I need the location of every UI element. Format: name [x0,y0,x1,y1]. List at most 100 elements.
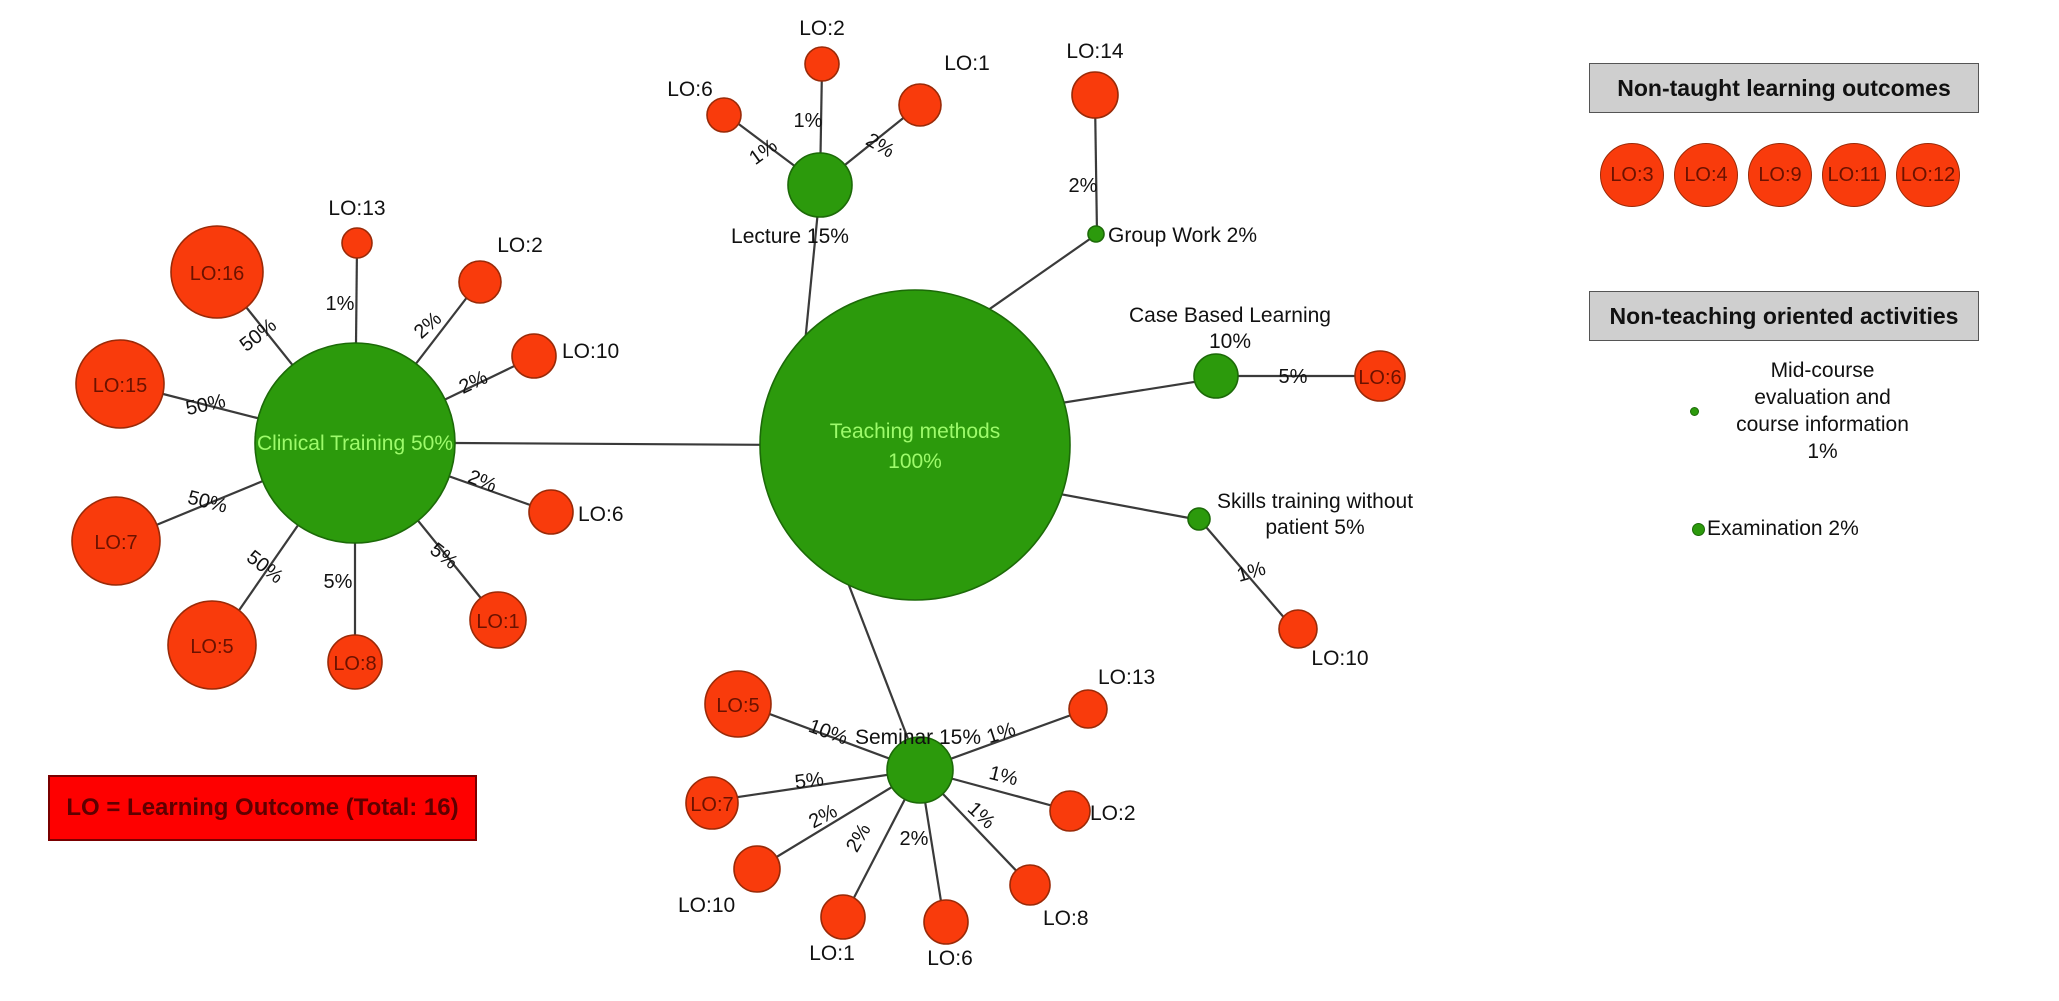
midcourse-dot-icon [1690,407,1699,417]
node-lo1-lecture[interactable] [898,83,942,127]
node-lo6-lecture[interactable] [706,97,742,133]
node-lo13-seminar[interactable] [1068,689,1108,729]
pct-skills-lo10: 1% [1234,558,1268,587]
pct-seminar-lo8: 1% [963,798,999,834]
node-lo8-clinical[interactable] [327,634,383,690]
label-lo1-lecture-out: LO:1 [944,52,990,75]
node-teaching-methods[interactable] [759,289,1071,601]
label-skills-line1: Skills training without [1217,490,1413,513]
node-lo7-clinical[interactable] [71,496,161,586]
pct-clinical-lo5: 50% [242,546,287,588]
pct-clinical-lo2: 2% [410,308,446,344]
node-lo10-clinical[interactable] [511,333,557,379]
pct-clinical-lo16: 50% [236,314,281,356]
node-lo6-seminar[interactable] [923,899,969,945]
lo-key-label: LO = Learning Outcome (Total: 16) [66,794,459,821]
lo-chip-3[interactable]: LO:3 [1600,143,1664,207]
node-skills-training[interactable] [1187,507,1211,531]
pct-clinical-lo15: 50% [184,390,228,420]
lecture-lo-nodes [706,46,942,133]
pct-clinical-lo8: 5% [324,571,353,593]
node-lo2-lecture[interactable] [804,46,840,82]
node-lo10-skills[interactable] [1278,609,1318,649]
midcourse-line3: course information [1736,412,1909,436]
label-skills-line2: patient 5% [1265,516,1364,539]
node-lo8-seminar[interactable] [1009,864,1051,906]
edge-skills-lo10 [1199,519,1294,629]
node-lo5-seminar[interactable] [704,670,772,738]
lo-chip-3-label: LO:3 [1610,163,1654,186]
label-case-based-line2: 10% [1209,330,1251,353]
label-lo10-clinical-out: LO:10 [562,340,619,363]
node-lo5-clinical[interactable] [167,600,257,690]
pct-lecture-lo1: 2% [862,129,898,163]
node-group-work[interactable] [1087,225,1105,243]
node-lo13-clinical[interactable] [341,227,373,259]
label-lo14-groupwork-out: LO:14 [1066,40,1124,63]
red-node-outer-labels: LO:13 LO:2 LO:10 LO:6 LO:6 LO:2 LO:1 LO:… [328,17,1368,970]
node-lecture[interactable] [787,152,853,218]
green-nodes [254,152,1239,804]
label-lo15-clinical: LO:15 [93,375,147,397]
activity-row-examination: Examination 2% [1692,517,1859,541]
pct-seminar-lo7: 5% [794,768,826,793]
leaf-lo-nodes [1071,71,1406,649]
pct-clinical-lo10: 2% [456,366,492,398]
label-clinical-training: Clinical Training 50% [257,432,453,455]
lo-chip-11[interactable]: LO:11 [1822,143,1886,207]
node-lo7-seminar[interactable] [685,776,739,830]
clinical-lo-nodes [71,225,574,690]
pct-seminar-lo10: 2% [805,800,841,833]
label-lo16-clinical: LO:16 [190,263,244,285]
label-case-based-line1: Case Based Learning [1129,304,1331,327]
midcourse-label: Mid-course evaluation and course informa… [1705,358,1940,466]
edge-groupwork-lo14 [1093,98,1099,235]
node-lo6-cbl[interactable] [1354,350,1406,402]
label-lo8-seminar-out: LO:8 [1043,907,1089,930]
label-lo6-seminar-out: LO:6 [927,947,973,970]
lo-chip-12[interactable]: LO:12 [1896,143,1960,207]
pct-clinical-lo13: 1% [326,293,355,315]
non-teaching-title: Non-teaching oriented activities [1609,302,1959,329]
pct-seminar-lo2: 1% [987,762,1021,790]
lo-chip-9[interactable]: LO:9 [1748,143,1812,207]
label-lo5-clinical: LO:5 [190,636,233,658]
node-case-based[interactable] [1193,353,1239,399]
node-lo16-clinical[interactable] [170,225,264,319]
label-lecture: Lecture 15% [731,225,849,248]
label-group-work: Group Work 2% [1108,224,1257,247]
node-clinical-training[interactable] [254,342,456,544]
label-lo1c-clinical: LO:1 [476,611,519,633]
label-lo13-clinical-out: LO:13 [328,197,385,220]
pct-lecture-lo6: 1% [745,135,781,170]
node-lo14-groupwork[interactable] [1071,71,1119,119]
node-lo2-clinical[interactable] [458,260,502,304]
lo-chip-4[interactable]: LO:4 [1674,143,1738,207]
node-lo10-seminar[interactable] [733,845,781,893]
label-lo2-seminar-out: LO:2 [1090,802,1136,825]
examination-dot-icon [1692,522,1705,536]
seminar-lo-nodes [685,670,1108,945]
non-taught-lo-list: LO:3 LO:4 LO:9 LO:11 LO:12 [1600,143,1960,207]
label-lo6-cbl: LO:6 [1358,367,1401,389]
label-lo7-clinical: LO:7 [94,532,137,554]
label-lo6-lecture-out: LO:6 [667,78,713,101]
label-teaching-methods-line2: 100% [888,450,942,473]
non-taught-panel-header: Non-taught learning outcomes [1589,63,1979,113]
lo-chip-4-label: LO:4 [1684,163,1728,186]
label-lo2-clinical-out: LO:2 [497,234,543,257]
node-lo1-clinical[interactable] [469,591,527,649]
lo-chip-11-label: LO:11 [1827,163,1881,186]
node-lo15-clinical[interactable] [75,339,165,429]
pct-groupwork-lo14: 2% [1069,175,1098,197]
lo-key-legend: LO = Learning Outcome (Total: 16) [48,775,477,841]
midcourse-line2: evaluation and [1754,385,1891,409]
node-lo1-seminar[interactable] [820,894,866,940]
node-seminar[interactable] [886,736,954,804]
label-lo8-clinical: LO:8 [333,653,376,675]
node-lo2-seminar[interactable] [1049,790,1091,832]
label-teaching-methods-line1: Teaching methods [830,420,1000,443]
node-lo6-clinical[interactable] [528,489,574,535]
pct-seminar-lo13: 1% [984,718,1018,748]
